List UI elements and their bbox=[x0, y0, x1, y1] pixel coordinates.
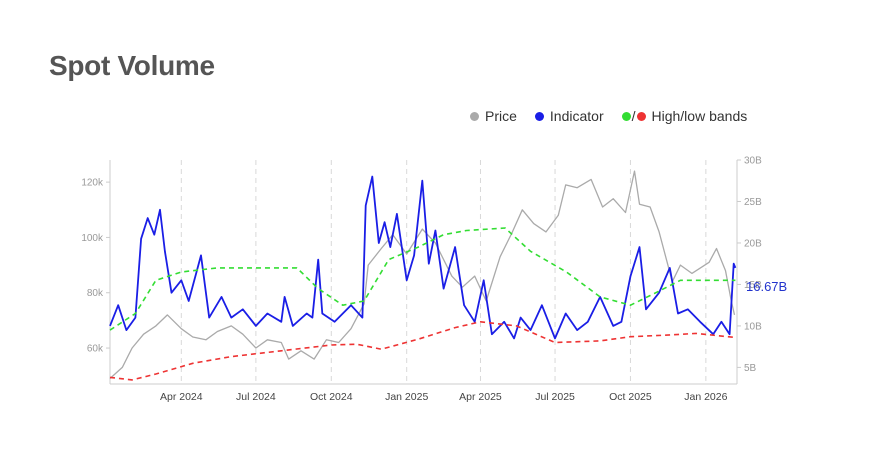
price-series-line bbox=[109, 170, 736, 379]
x-tick-label: Jan 2025 bbox=[385, 391, 428, 403]
legend-label-indicator: Indicator bbox=[549, 108, 604, 124]
chart-legend: Price Indicator / High/low bands bbox=[470, 108, 747, 124]
x-tick-label: Jul 2025 bbox=[535, 391, 575, 403]
y-right-tick-label: 5B bbox=[744, 363, 757, 374]
high-band-dot-icon bbox=[621, 111, 631, 121]
y-left-tick-label: 120k bbox=[81, 178, 104, 189]
last-value-label: 16.67B bbox=[746, 279, 787, 294]
low-band-dot-icon bbox=[636, 111, 646, 121]
y-right-tick-label: 30B bbox=[744, 156, 762, 167]
price-dot-icon bbox=[470, 111, 479, 121]
y-left-tick-label: 60k bbox=[87, 344, 104, 355]
legend-separator: / bbox=[631, 108, 636, 124]
chart-title: Spot Volume bbox=[49, 50, 215, 81]
y-right-tick-label: 25B bbox=[744, 197, 762, 208]
y-right-tick-label: 10B bbox=[744, 321, 762, 332]
indicator-dot-icon bbox=[534, 111, 544, 121]
y-left-tick-label: 80k bbox=[87, 288, 104, 299]
legend-label-bands: High/low bands bbox=[651, 108, 748, 124]
low-band-line bbox=[109, 321, 736, 381]
y-right-tick-label: 15B bbox=[744, 280, 762, 291]
x-tick-label: Jan 2026 bbox=[684, 391, 727, 403]
y-left-tick-label: 100k bbox=[81, 233, 104, 244]
indicator-series-line bbox=[109, 175, 737, 340]
y-right-tick-label: 20B bbox=[744, 238, 762, 249]
legend-item-indicator[interactable]: Indicator bbox=[534, 108, 604, 124]
x-tick-label: Apr 2024 bbox=[160, 391, 203, 403]
x-tick-label: Apr 2025 bbox=[459, 391, 502, 403]
legend-item-price[interactable]: Price bbox=[470, 108, 517, 124]
x-tick-label: Oct 2024 bbox=[310, 391, 353, 403]
legend-item-bands[interactable]: / High/low bands bbox=[621, 108, 748, 124]
x-tick-label: Oct 2025 bbox=[609, 391, 652, 403]
x-tick-label: Jul 2024 bbox=[236, 391, 276, 403]
legend-label-price: Price bbox=[485, 108, 517, 124]
high-band-line bbox=[109, 227, 736, 331]
